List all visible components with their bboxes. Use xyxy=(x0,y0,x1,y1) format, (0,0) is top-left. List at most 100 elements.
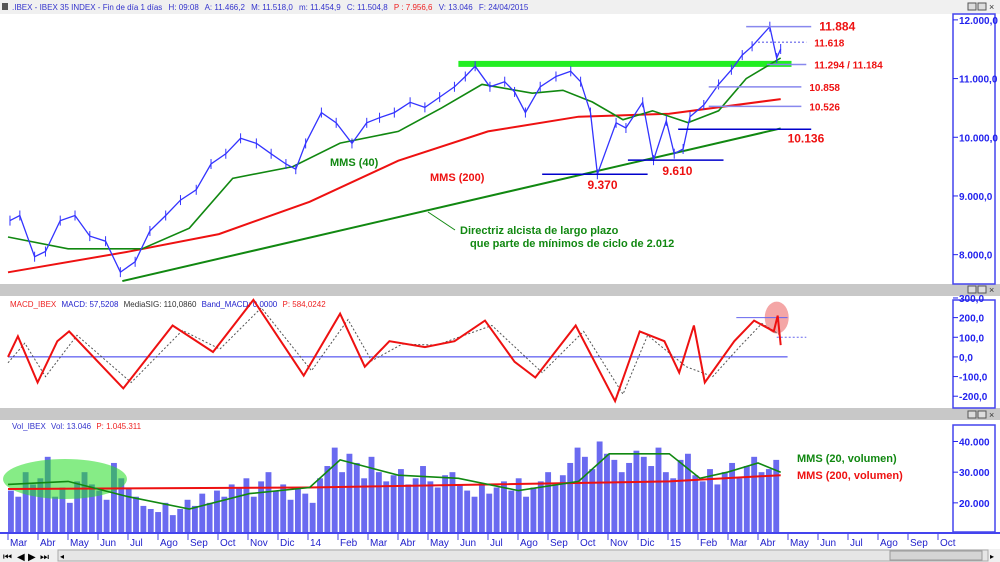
volume-bar xyxy=(765,469,772,532)
volume-bar xyxy=(287,499,294,532)
panel-menu-icon[interactable] xyxy=(2,3,8,10)
price-level-label: 9.610 xyxy=(662,164,692,178)
scroll-right-icon[interactable]: ▸ xyxy=(990,552,994,561)
volume-bar xyxy=(714,484,721,532)
annotation-pointer xyxy=(427,211,456,231)
volume-bar xyxy=(214,490,220,532)
volume-bar xyxy=(508,490,515,532)
price-axis-label: 9.000,0 xyxy=(959,192,993,203)
macd-signal-line xyxy=(7,307,781,396)
date-axis xyxy=(0,532,1000,549)
volume-bar xyxy=(59,487,66,532)
close-icon[interactable]: × xyxy=(989,285,994,295)
volume-bar xyxy=(442,475,449,532)
price-window-buttons[interactable]: × xyxy=(967,2,994,12)
volume-bar xyxy=(618,472,625,532)
macd-panel xyxy=(0,296,945,408)
volume-bar xyxy=(272,490,279,532)
volume-bar xyxy=(309,502,316,532)
volume-bar xyxy=(648,466,655,532)
volume-bar xyxy=(96,490,103,532)
volume-window-buttons[interactable]: × xyxy=(967,410,994,420)
nav-prev-icon[interactable]: ◀ xyxy=(17,552,25,562)
nav-buttons[interactable]: ⏮ ◀ ▶ ⏭ xyxy=(3,552,49,562)
scrollbar-thumb[interactable] xyxy=(889,550,983,561)
volume-bar xyxy=(707,469,713,532)
volume-bar xyxy=(339,472,346,532)
volume-bar xyxy=(346,453,353,532)
date-axis-label: 15 xyxy=(670,538,682,549)
volume-bar xyxy=(412,478,419,532)
maximize-icon[interactable] xyxy=(977,2,987,11)
volume-bar xyxy=(758,472,765,532)
volume-bar xyxy=(317,478,323,532)
volume-bar xyxy=(37,478,44,532)
price-axis-label: 11.000,0 xyxy=(959,75,998,86)
volume-bar xyxy=(15,496,22,532)
volume-bar xyxy=(699,481,706,532)
date-axis-label: Jul xyxy=(850,538,863,549)
minimize-icon[interactable] xyxy=(967,285,977,294)
volume-bar xyxy=(280,484,287,532)
close-icon[interactable]: × xyxy=(989,410,994,420)
date-axis-label: Ago xyxy=(160,538,178,549)
date-axis-label: Jul xyxy=(490,538,503,549)
volume-bar xyxy=(147,508,154,532)
date-axis-label: Jun xyxy=(100,538,116,549)
maximize-icon[interactable] xyxy=(977,410,987,419)
date-axis-label: Ago xyxy=(520,538,538,549)
volume-bar xyxy=(670,478,677,532)
trendline-note: que parte de mínimos de ciclo de 2.012 xyxy=(470,238,674,250)
volume-bar xyxy=(191,505,198,532)
volume-bar xyxy=(155,512,162,532)
title-bar xyxy=(0,0,1000,14)
mms200-label: MMS (200) xyxy=(430,172,485,184)
volume-bar xyxy=(464,490,471,532)
volume-bar xyxy=(559,475,566,532)
volume-bar xyxy=(449,472,456,532)
volume-bar xyxy=(383,481,390,532)
volume-bar xyxy=(655,447,662,532)
maximize-icon[interactable] xyxy=(977,285,987,294)
nav-next-icon[interactable]: ▶ xyxy=(28,552,36,562)
volume-bar xyxy=(501,481,507,532)
volume-bar xyxy=(662,472,669,532)
macd-axis-label: -100,0 xyxy=(959,373,988,384)
horizontal-scrollbar[interactable] xyxy=(57,549,989,562)
minimize-icon[interactable] xyxy=(967,410,977,419)
mms40-line xyxy=(7,57,782,250)
date-axis-label: Jul xyxy=(130,538,143,549)
minimize-icon[interactable] xyxy=(967,2,977,11)
volume-bar xyxy=(537,481,544,532)
price-axis-label: 10.000,0 xyxy=(959,133,998,144)
date-axis-label: Dic xyxy=(640,538,654,549)
date-axis-label: Nov xyxy=(610,538,628,549)
macd-axis-label: 200,0 xyxy=(959,314,984,325)
macd-axis-label: -200,0 xyxy=(959,392,988,403)
date-axis-label: Abr xyxy=(760,538,776,549)
volume-bar xyxy=(368,456,375,532)
macd-window-buttons[interactable]: × xyxy=(967,285,994,295)
volume-bar xyxy=(398,469,404,532)
volume-bar xyxy=(685,453,691,532)
volume-bar xyxy=(552,484,559,532)
macd-header: MACD_IBEX MACD: 57,5208 MediaSIG: 110,08… xyxy=(10,300,326,309)
macd-axis xyxy=(952,299,996,409)
volume-bar xyxy=(199,493,206,532)
volume-bar xyxy=(589,469,596,532)
nav-last-icon[interactable]: ⏭ xyxy=(40,552,49,562)
scroll-left-icon[interactable]: ◂ xyxy=(60,552,64,561)
volume-bar xyxy=(633,450,640,532)
volume-bar xyxy=(677,459,684,532)
nav-first-icon[interactable]: ⏮ xyxy=(3,552,12,562)
volume-bar xyxy=(751,456,758,532)
close-icon[interactable]: × xyxy=(989,2,994,12)
date-axis-label: May xyxy=(70,538,89,549)
volume-bar xyxy=(692,475,699,532)
price-level-label: 10.858 xyxy=(809,83,840,94)
date-axis-label: May xyxy=(790,538,809,549)
volume-bar xyxy=(743,466,750,532)
volume-bar xyxy=(353,462,360,532)
date-axis-label: 14 xyxy=(310,538,322,549)
